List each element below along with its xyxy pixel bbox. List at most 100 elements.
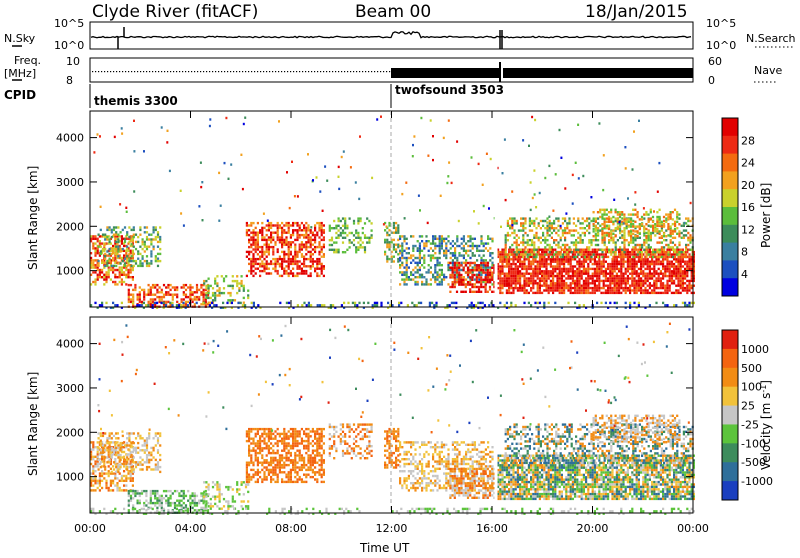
heatmap-cell (684, 263, 686, 265)
heatmap-cell (99, 475, 101, 477)
heatmap-cell (583, 280, 585, 282)
heatmap-cell (598, 122, 600, 124)
heatmap-cell (660, 273, 662, 275)
heatmap-cell (583, 253, 585, 255)
heatmap-cell (338, 188, 340, 190)
heatmap-cell (236, 285, 238, 287)
heatmap-cell (246, 232, 248, 234)
heatmap-cell (517, 289, 519, 291)
heatmap-cell (684, 277, 686, 279)
heatmap-cell (94, 247, 96, 249)
heatmap-cell (342, 237, 344, 239)
heatmap-cell (423, 242, 425, 244)
heatmap-cell (92, 480, 94, 482)
heatmap-cell (538, 251, 540, 253)
heatmap-cell (506, 265, 508, 267)
heatmap-cell (465, 291, 467, 293)
heatmap-cell (550, 265, 552, 267)
heatmap-cell (331, 237, 333, 239)
heatmap-cell (615, 220, 617, 222)
heatmap-cell (493, 304, 495, 306)
heatmap-cell (268, 248, 270, 250)
heatmap-cell (616, 287, 618, 289)
heatmap-cell (261, 246, 263, 248)
heatmap-cell (399, 266, 401, 268)
heatmap-cell (636, 280, 638, 282)
heatmap-cell (108, 472, 110, 474)
heatmap-cell (577, 232, 579, 234)
heatmap-cell (642, 265, 644, 267)
heatmap-cell (416, 304, 418, 306)
heatmap-cell (472, 252, 474, 254)
heatmap-cell (399, 259, 401, 261)
heatmap-cell (419, 257, 421, 259)
heatmap-cell (682, 265, 684, 267)
heatmap-cell (401, 278, 403, 280)
heatmap-cell (100, 432, 102, 434)
heatmap-cell (537, 277, 539, 279)
heatmap-cell (157, 265, 159, 267)
heatmap-cell (305, 236, 307, 238)
freq-point (104, 71, 105, 72)
heatmap-cell (522, 227, 524, 229)
heatmap-cell (406, 262, 408, 264)
heatmap-cell (561, 263, 563, 265)
heatmap-cell (115, 260, 117, 262)
heatmap-cell (167, 286, 169, 288)
heatmap-cell (556, 275, 558, 277)
heatmap-cell (354, 304, 356, 306)
heatmap-cell (576, 268, 578, 270)
heatmap-cell (489, 252, 491, 254)
heatmap-cell (671, 270, 673, 272)
heatmap-cell (604, 244, 606, 246)
heatmap-cell (642, 261, 644, 263)
heatmap-cell (476, 250, 478, 252)
heatmap-cell (532, 285, 534, 287)
heatmap-cell (608, 221, 610, 223)
heatmap-cell (212, 299, 214, 301)
heatmap-cell (515, 285, 517, 287)
heatmap-cell (535, 237, 537, 239)
heatmap-cell (619, 256, 621, 258)
heatmap-cell (128, 241, 130, 243)
heatmap-cell (515, 263, 517, 265)
heatmap-cell (528, 263, 530, 265)
heatmap-cell (639, 233, 641, 235)
heatmap-cell (680, 287, 682, 289)
heatmap-cell (257, 239, 259, 241)
heatmap-cell (283, 260, 285, 262)
heatmap-cell (255, 227, 257, 229)
heatmap-cell (104, 432, 106, 434)
heatmap-cell (560, 251, 562, 253)
nsky-tick-bottom: 10^0 (54, 39, 84, 52)
heatmap-cell (483, 245, 485, 247)
heatmap-cell (449, 276, 451, 278)
heatmap-cell (443, 240, 445, 242)
heatmap-cell (644, 268, 646, 270)
heatmap-cell (94, 489, 96, 491)
heatmap-cell (469, 278, 471, 280)
heatmap-cell (584, 227, 586, 229)
heatmap-cell (549, 249, 551, 251)
heatmap-cell (607, 263, 609, 265)
heatmap-cell (504, 285, 506, 287)
heatmap-cell (688, 265, 690, 267)
heatmap-cell (561, 287, 563, 289)
heatmap-cell (125, 274, 127, 276)
heatmap-cell (609, 292, 611, 294)
heatmap-cell (671, 263, 673, 265)
heatmap-cell (677, 249, 679, 251)
heatmap-cell (413, 304, 415, 306)
heatmap-cell (270, 263, 272, 265)
heatmap-cell (419, 252, 421, 254)
heatmap-cell (478, 269, 480, 271)
heatmap-cell (618, 263, 620, 265)
heatmap-cell (636, 273, 638, 275)
heatmap-cell (335, 225, 337, 227)
heatmap-cell (335, 232, 337, 234)
heatmap-cell (338, 234, 340, 236)
heatmap-cell (250, 232, 252, 234)
heatmap-cell (117, 226, 119, 228)
heatmap-cell (501, 292, 503, 294)
heatmap-cell (454, 262, 456, 264)
